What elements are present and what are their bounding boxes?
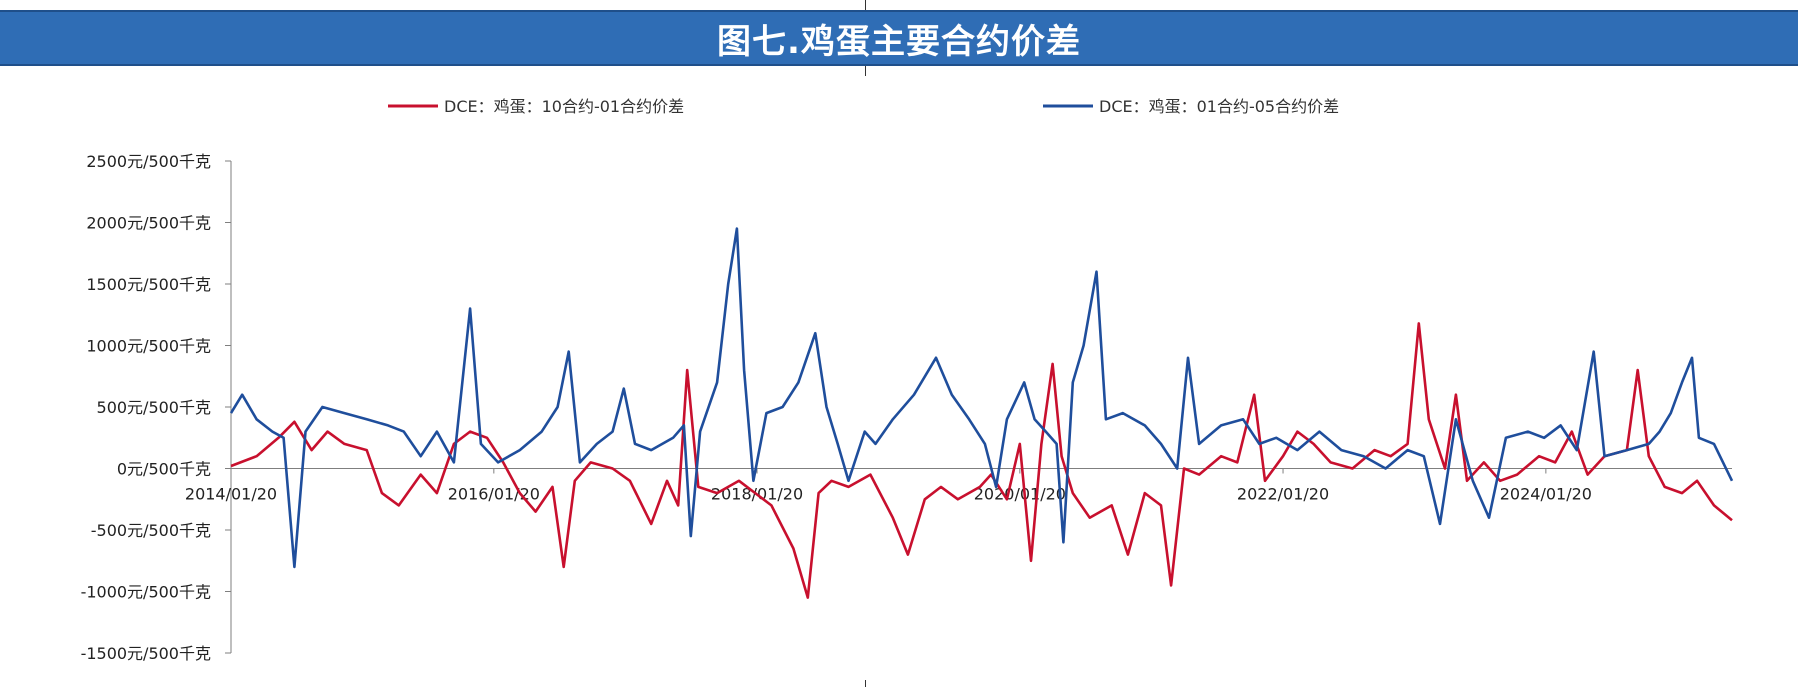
series-group (229, 227, 1734, 599)
y-tick-label: -500元/500千克 (91, 521, 211, 540)
legend-label: DCE：鸡蛋：01合约-05合约价差 (1099, 97, 1339, 116)
x-tick-label: 2020/01/20 (974, 485, 1066, 504)
panel-divider (865, 0, 866, 10)
panel-divider (865, 66, 866, 76)
y-tick-label: 0元/500千克 (117, 460, 211, 479)
y-axis: 2500元/500千克 2000元/500千克 1500元/500千克 1000元/5… (81, 152, 232, 663)
x-tick-label: 2022/01/20 (1237, 485, 1329, 504)
y-tick-label: -1000元/500千克 (81, 583, 211, 602)
y-tick-label: 2500元/500千克 (86, 152, 211, 171)
series-line-1 (230, 322, 1733, 599)
y-tick-label: 1000元/500千克 (86, 337, 211, 356)
y-tick-label: 500元/500千克 (97, 398, 211, 417)
y-tick-label: 1500元/500千克 (86, 275, 211, 294)
series-line-2 (229, 227, 1734, 569)
x-tick-label: 2014/01/20 (185, 485, 277, 504)
x-axis: 2014/01/20 2016/01/20 2018/01/20 2020/01/20… (185, 468, 1732, 504)
legend: DCE：鸡蛋：10合约-01合约价差 DCE：鸡蛋：01合约-05合约价差 (388, 97, 1339, 116)
panel-divider (865, 680, 866, 687)
legend-label: DCE：鸡蛋：10合约-01合约价差 (444, 97, 684, 116)
x-tick-label: 2024/01/20 (1500, 485, 1592, 504)
y-tick-label: -1500元/500千克 (81, 644, 211, 663)
y-tick-label: 2000元/500千克 (86, 214, 211, 233)
chart-title: 图七.鸡蛋主要合约价差 (717, 21, 1081, 62)
title-bar: 图七.鸡蛋主要合约价差 (0, 10, 1798, 66)
